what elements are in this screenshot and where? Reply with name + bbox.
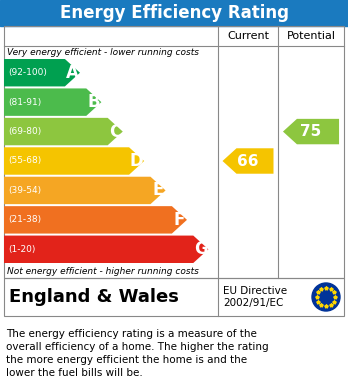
Text: E: E [152,181,164,199]
Polygon shape [4,206,187,233]
Text: (1-20): (1-20) [8,245,35,254]
Text: Not energy efficient - higher running costs: Not energy efficient - higher running co… [7,267,199,276]
Text: (39-54): (39-54) [8,186,41,195]
Text: C: C [109,122,121,141]
Text: B: B [87,93,100,111]
Text: (21-38): (21-38) [8,215,41,224]
Text: G: G [194,240,208,258]
Text: (81-91): (81-91) [8,98,41,107]
Text: (69-80): (69-80) [8,127,41,136]
Text: F: F [174,211,185,229]
Bar [4,26,344,278]
Polygon shape [4,235,208,263]
Text: Energy Efficiency Rating: Energy Efficiency Rating [60,4,288,22]
Polygon shape [4,147,144,175]
Text: (92-100): (92-100) [8,68,47,77]
Text: Current: Current [227,31,269,41]
Text: 66: 66 [237,154,259,169]
Bar [0,0,348,26]
Circle shape [312,283,340,311]
Bar [4,278,344,316]
Text: D: D [130,152,143,170]
Text: 75: 75 [300,124,322,139]
Polygon shape [4,88,101,116]
Polygon shape [4,118,123,145]
Text: Potential: Potential [286,31,335,41]
Text: EU Directive
2002/91/EC: EU Directive 2002/91/EC [223,286,287,308]
Text: (55-68): (55-68) [8,156,41,165]
Text: A: A [66,64,79,82]
Polygon shape [222,148,274,174]
Polygon shape [283,119,339,144]
Text: Very energy efficient - lower running costs: Very energy efficient - lower running co… [7,48,199,57]
Text: England & Wales: England & Wales [9,288,179,306]
Polygon shape [4,177,166,204]
Polygon shape [4,59,80,86]
Text: The energy efficiency rating is a measure of the
overall efficiency of a home. T: The energy efficiency rating is a measur… [6,329,269,378]
